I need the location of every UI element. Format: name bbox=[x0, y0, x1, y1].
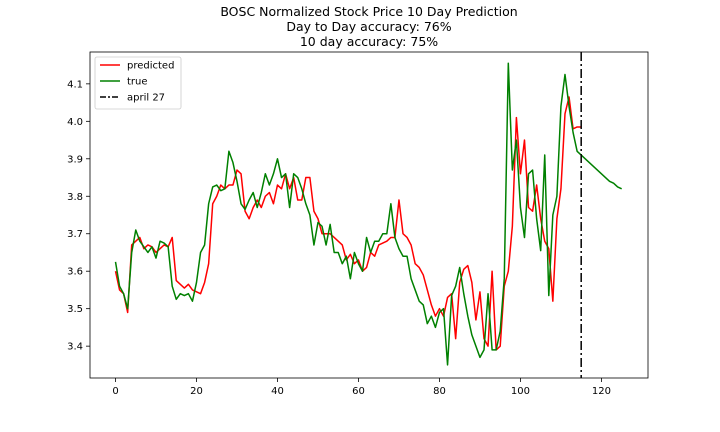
y-tick-label: 3.4 bbox=[67, 342, 83, 353]
axes-frame bbox=[89, 51, 649, 379]
x-tick-label: 20 bbox=[190, 386, 203, 397]
y-tick-label: 4.0 bbox=[67, 117, 83, 128]
x-tick-label: 80 bbox=[433, 386, 446, 397]
x-tick-label: 120 bbox=[592, 386, 611, 397]
legend-label-april-27: april 27 bbox=[127, 93, 165, 104]
y-tick-label: 4.1 bbox=[67, 79, 83, 90]
series-line-true bbox=[114, 62, 622, 366]
chart-title: BOSC Normalized Stock Price 10 Day Predi… bbox=[220, 4, 517, 49]
chart-title-line-2: Day to Day accuracy: 76% bbox=[286, 19, 451, 34]
y-tick-label: 3.9 bbox=[67, 154, 83, 165]
x-tick-label: 100 bbox=[511, 386, 530, 397]
x-tick-label: 0 bbox=[112, 386, 118, 397]
x-tick-label: 40 bbox=[271, 386, 284, 397]
chart-title-line-1: BOSC Normalized Stock Price 10 Day Predi… bbox=[220, 4, 517, 19]
y-tick-label: 3.5 bbox=[67, 304, 83, 315]
legend-label-predicted: predicted bbox=[127, 61, 174, 72]
x-axis-ticks: 0 20 40 60 80 100 120 bbox=[112, 378, 611, 397]
plot-area: 0 20 40 60 80 100 120 3.4 3.5 3.6 3.7 3.8 3.9 4.0 4.1 bbox=[67, 51, 649, 397]
y-tick-label: 3.7 bbox=[67, 229, 83, 240]
legend-label-true: true bbox=[127, 77, 148, 88]
legend: predicted true april 27 bbox=[94, 56, 182, 110]
y-tick-label: 3.6 bbox=[67, 267, 83, 278]
chart-title-line-3: 10 day accuracy: 75% bbox=[300, 34, 438, 49]
x-tick-label: 60 bbox=[352, 386, 365, 397]
series-layer bbox=[114, 62, 622, 366]
y-axis-ticks: 3.4 3.5 3.6 3.7 3.8 3.9 4.0 4.1 bbox=[67, 79, 90, 353]
y-tick-label: 3.8 bbox=[67, 192, 83, 203]
legend-box bbox=[94, 56, 182, 110]
legend-entries: predicted true april 27 bbox=[100, 61, 174, 104]
